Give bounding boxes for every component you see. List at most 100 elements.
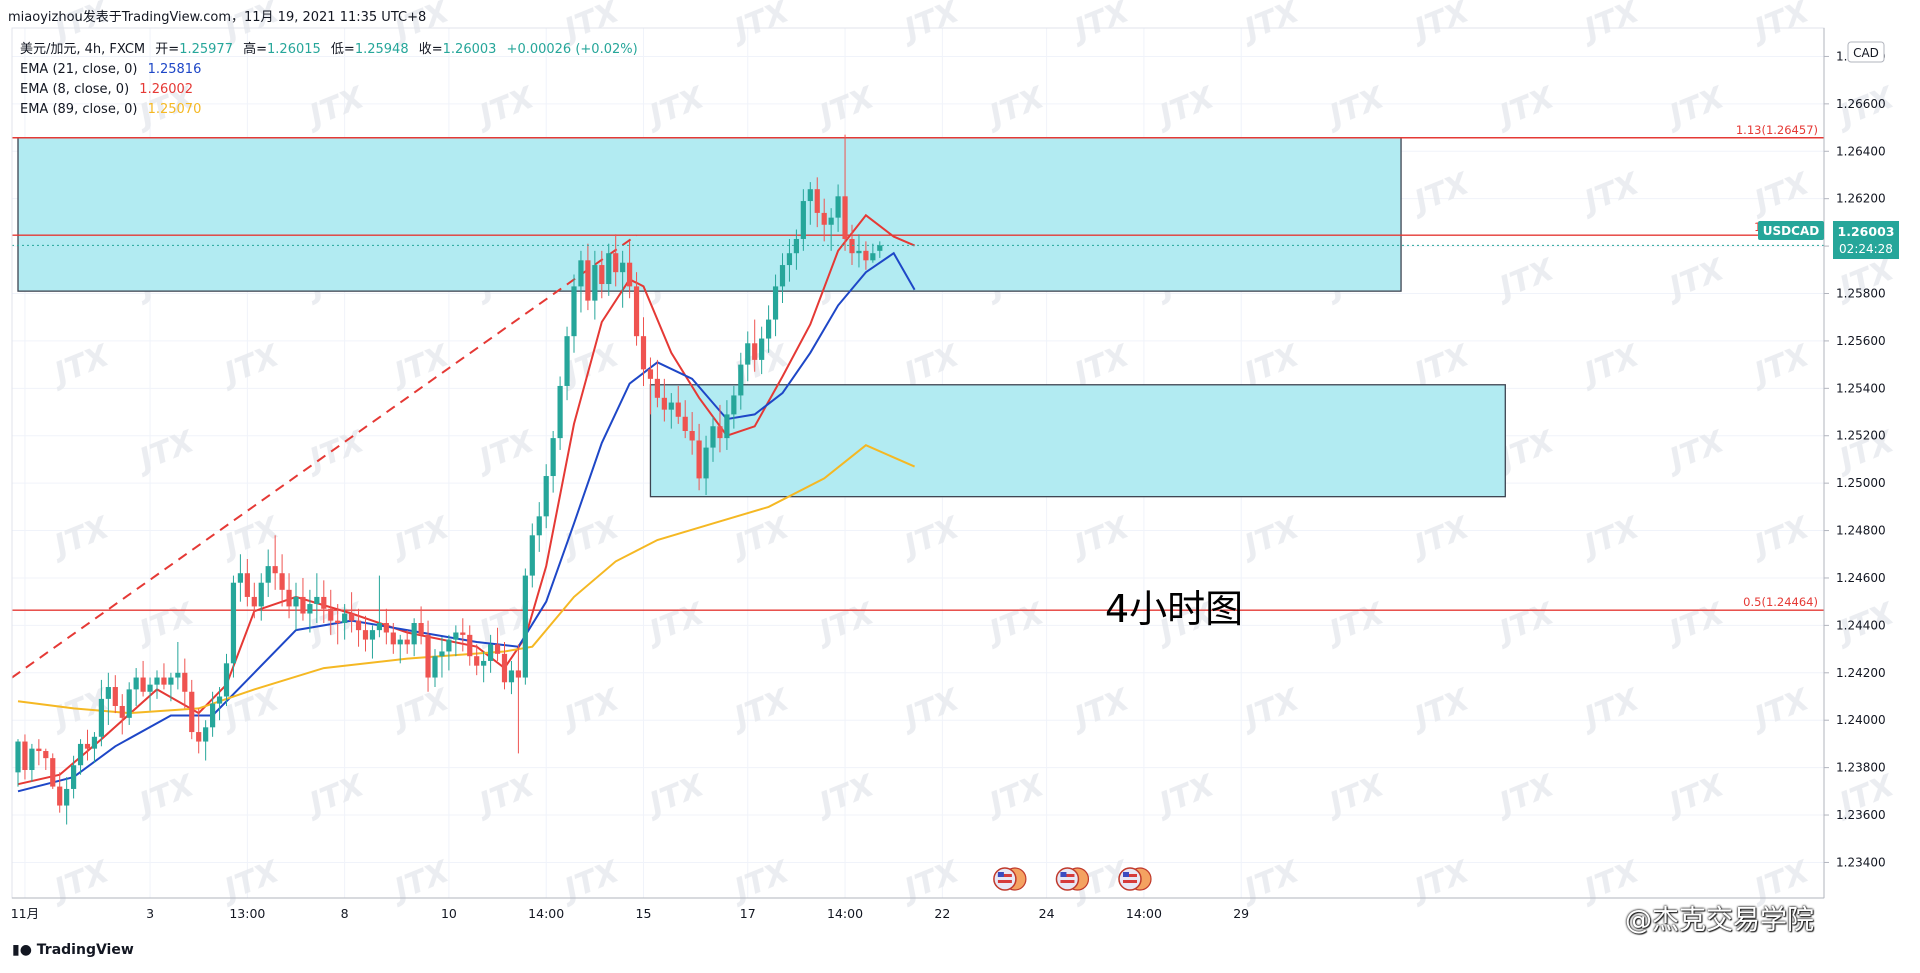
candle [647, 357, 654, 415]
last-price-label: USDCAD 1.26003 02:24:28 [1758, 221, 1899, 259]
candle-body [536, 516, 542, 536]
candle [703, 435, 709, 496]
candle-body [578, 260, 584, 287]
candle [369, 625, 376, 659]
tradingview-logo[interactable]: ▮● TradingView [12, 942, 134, 958]
legend-ema8-value: 1.26002 [139, 82, 194, 97]
candle-body [133, 677, 139, 690]
symbol-tag [1758, 221, 1824, 240]
candle [168, 672, 174, 702]
candle [29, 743, 35, 782]
legend-ema21[interactable]: EMA (21, close, 0) 1.25816 [20, 60, 638, 80]
currency-badge[interactable]: CAD [1847, 41, 1885, 63]
y-tick-label: 1.24600 [1836, 571, 1886, 585]
event-flag-icon[interactable] [993, 867, 1027, 891]
candle [216, 687, 223, 721]
candle [627, 241, 633, 299]
candle [870, 243, 876, 263]
candle [258, 573, 264, 621]
candle [724, 400, 730, 450]
y-tick-label: 1.24000 [1836, 713, 1886, 727]
candle [682, 400, 688, 439]
x-tick-label: 17 [740, 906, 756, 921]
candle-body [599, 265, 605, 285]
legend-open-value: 1.25977 [179, 42, 233, 57]
y-tick-label: 1.24200 [1836, 666, 1886, 680]
candle-body [161, 677, 167, 685]
candle-body [418, 623, 424, 635]
legend-ema89-value: 1.25070 [147, 102, 202, 117]
candle-body [432, 656, 438, 678]
economic-events[interactable] [993, 867, 1152, 891]
candle [557, 376, 563, 450]
candle [710, 416, 716, 462]
candle [439, 637, 445, 678]
event-flag-icon[interactable] [1118, 867, 1152, 891]
candle-body [154, 677, 160, 685]
candle-body [752, 343, 758, 360]
candle [140, 660, 146, 697]
jtx-watermark: JTX [1745, 0, 1815, 49]
candle-body [849, 238, 855, 254]
legend-ema8[interactable]: EMA (8, close, 0) 1.26002 [20, 80, 638, 100]
candle [230, 575, 237, 678]
candle [592, 250, 598, 320]
candle [731, 385, 737, 429]
candle-body [481, 660, 487, 666]
candle-body [654, 378, 660, 398]
jtx-watermark: JTX [470, 424, 540, 480]
candle-body [251, 596, 257, 607]
candle-body [814, 189, 820, 213]
legend-symbol-row[interactable]: 美元/加元, 4h, FXCM 开=1.25977 高=1.26015 低=1.… [20, 40, 638, 60]
candle-body [335, 620, 341, 624]
zone-rect [17, 137, 1402, 292]
y-tick-label: 1.24800 [1836, 524, 1886, 538]
candle-body [661, 397, 667, 410]
jtx-watermark: JTX [725, 0, 795, 49]
event-flag-canton [997, 872, 1004, 877]
jtx-watermark: JTX [1660, 424, 1730, 480]
candle-body [557, 385, 563, 439]
jtx-watermark: JTX [1575, 166, 1645, 222]
candle-body [689, 430, 695, 441]
candle-body [265, 566, 271, 583]
candle-body [474, 656, 480, 666]
candle-body [279, 573, 285, 590]
x-tick-label: 10 [441, 906, 457, 921]
event-flag-icon[interactable] [1055, 867, 1090, 891]
candle [745, 331, 751, 382]
candle-body [362, 630, 369, 640]
legend-ema89-label: EMA (89, close, 0) [20, 102, 138, 117]
candle [800, 189, 806, 251]
legend-ema89[interactable]: EMA (89, close, 0) 1.25070 [20, 100, 638, 120]
event-flag-stripe [997, 880, 1012, 883]
candle-body [453, 632, 459, 640]
candle-body [856, 250, 862, 254]
y-tick-label: 1.25800 [1836, 287, 1886, 301]
candle-body [397, 639, 403, 645]
candle [689, 412, 695, 455]
candle [112, 675, 118, 714]
candles-layer [15, 134, 883, 825]
jtx-watermark: JTX [1405, 682, 1475, 738]
price-axis[interactable]: 1.268001.266001.264001.262001.260001.258… [1824, 49, 1886, 869]
candle-body [550, 438, 556, 477]
time-axis[interactable]: 11月 3 13:00 8 10 14:00 15 17 14:00 22 24 14:00 29 [11, 906, 1249, 921]
jtx-watermark: JTX [1575, 338, 1645, 394]
candle-body [488, 644, 494, 661]
candle [536, 502, 542, 552]
x-tick-label: 14:00 [827, 906, 863, 921]
candle-body [15, 741, 21, 773]
legend-low-label: 低= [330, 42, 355, 57]
candle-body [369, 630, 376, 640]
y-tick-label: 1.25600 [1836, 334, 1886, 348]
candle [383, 608, 389, 645]
candle-body [515, 670, 521, 678]
candle [77, 739, 84, 775]
candle-body [793, 238, 799, 254]
event-flag-stripe [1123, 874, 1137, 877]
candle-body [57, 786, 63, 806]
event-flag-stripe [1123, 880, 1137, 883]
candle [856, 234, 862, 268]
